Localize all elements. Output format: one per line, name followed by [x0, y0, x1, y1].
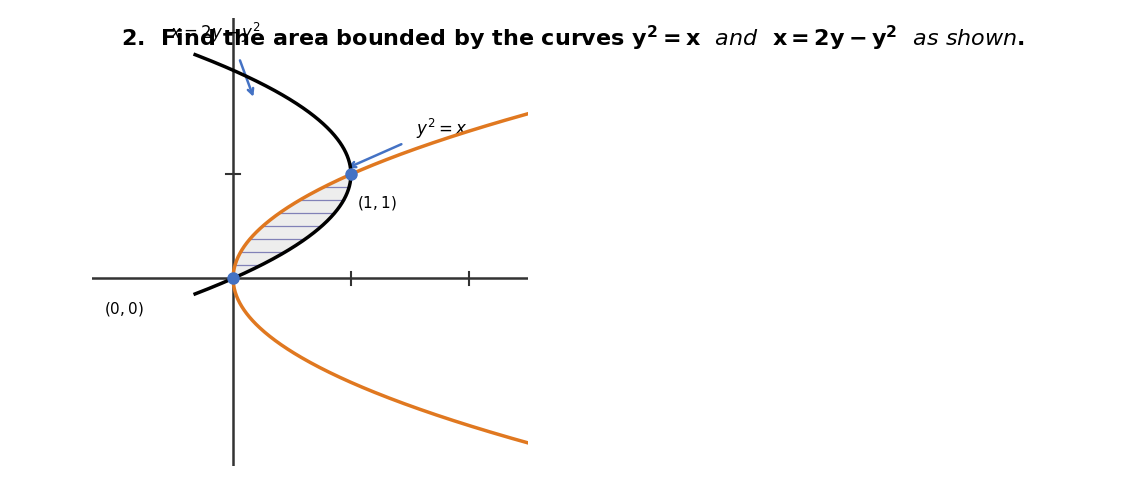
Text: $( 1,1)$: $( 1,1)$ — [357, 193, 397, 212]
Text: $(0,0)$: $(0,0)$ — [103, 300, 143, 317]
Text: $x = 2y - y^2$: $x = 2y - y^2$ — [170, 21, 260, 45]
Text: $y^2 = x$: $y^2 = x$ — [415, 116, 467, 140]
Text: 2.  Find the area bounded by the curves $\mathbf{y^2 = x}$  $\mathit{and}$  $\ma: 2. Find the area bounded by the curves $… — [122, 24, 1025, 53]
